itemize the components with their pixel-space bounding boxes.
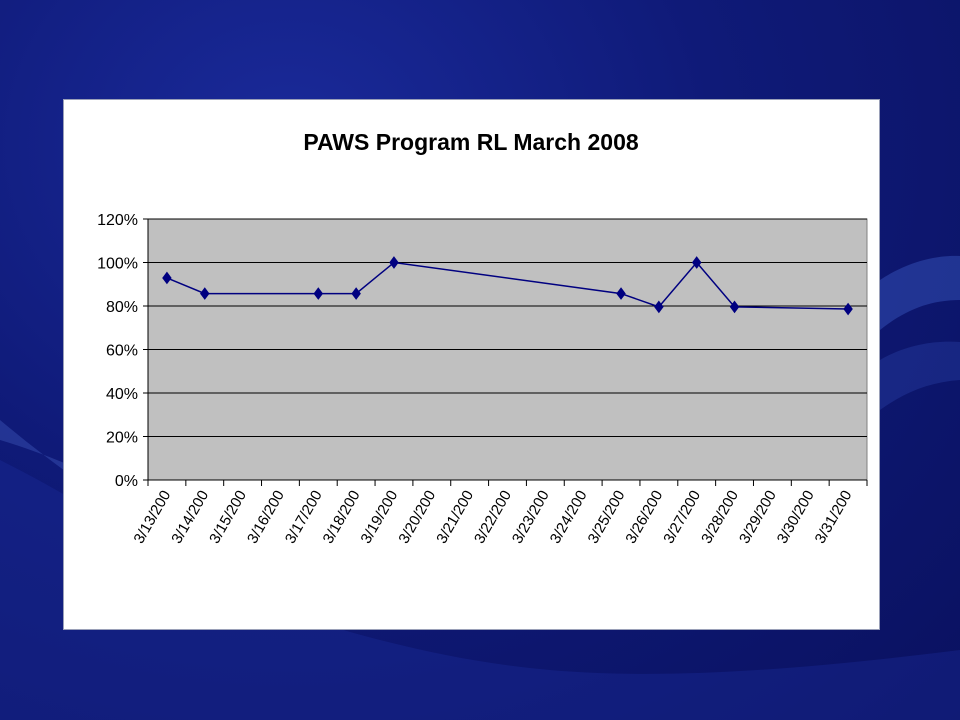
y-tick-label: 80% xyxy=(106,299,138,316)
data-point-marker xyxy=(389,256,399,269)
data-point-marker xyxy=(729,300,740,314)
y-tick-label: 40% xyxy=(106,386,138,403)
x-tick-label: 3/31/200 xyxy=(812,488,856,547)
data-point-marker xyxy=(843,302,853,316)
series-line xyxy=(166,261,849,310)
data-point-marker xyxy=(313,287,324,300)
y-tick-label: 20% xyxy=(106,430,138,447)
line-chart: PAWS Program RL March 2008 0% 20% 40% 60% 80… xyxy=(97,129,868,547)
data-point-marker xyxy=(691,256,702,269)
data-point-marker xyxy=(616,287,626,300)
data-point-marker xyxy=(654,300,664,314)
y-tick-label: 60% xyxy=(106,343,138,360)
y-tick-label: 120% xyxy=(97,212,138,229)
data-point-marker xyxy=(200,287,210,300)
y-tick-label: 0% xyxy=(115,473,138,490)
data-point-marker xyxy=(162,271,172,285)
data-point-marker xyxy=(351,287,361,300)
y-tick-label: 100% xyxy=(97,256,138,273)
chart-panel: PAWS Program RL March 2008 0% 20% 40% 60% 80… xyxy=(63,99,880,630)
chart-title: PAWS Program RL March 2008 xyxy=(303,129,639,155)
